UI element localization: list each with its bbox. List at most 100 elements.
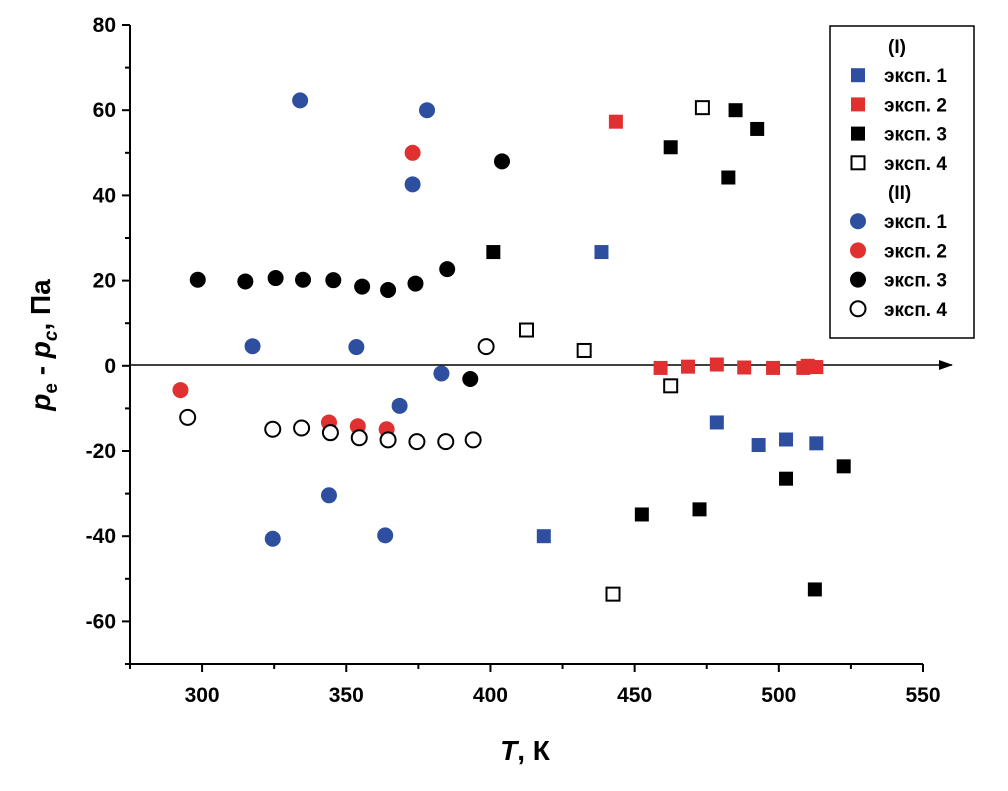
y-tick-label: -60 [86,610,116,633]
y-axis-title: pe - pc, Па [25,279,62,412]
y-tick-label: 60 [93,99,116,122]
y-tick-label: 0 [104,355,116,378]
series-I-1 [536,245,824,544]
legend-label: эксп. 1 [884,212,947,233]
legend-marker [850,213,866,230]
x-tick-label: 550 [905,684,940,707]
y-axis-title-dash: - [25,358,56,383]
data-point [653,360,668,375]
data-point [404,144,421,161]
legend-marker [850,155,866,171]
legend-label: эксп. 4 [884,300,947,321]
legend-label: эксп. 1 [884,66,947,87]
data-point [493,153,510,170]
data-point [407,275,424,292]
data-point [172,382,189,399]
data-point [464,431,482,449]
data-point [379,431,397,449]
data-point [293,419,311,437]
data-point [663,378,679,394]
data-point [728,103,743,118]
data-point [486,245,501,260]
data-point [680,359,695,374]
legend-label: эксп. 2 [884,95,947,116]
legend-marker [849,300,867,318]
data-point [437,433,455,451]
legend-label: эксп. 4 [884,154,947,175]
y-tick-label: -40 [86,525,116,548]
series-I-3 [486,103,851,597]
data-point [377,527,394,544]
data-point [709,415,724,430]
y-axis-title-sub-c: c [41,330,62,341]
x-axis-title-t: T [500,735,520,766]
x-ticks: 300 350 400 450 500 550 [129,664,941,707]
data-point [536,529,551,544]
data-point [244,338,261,355]
data-point [608,114,623,129]
data-point [433,365,450,382]
data-point [576,342,592,358]
data-point [348,339,365,356]
data-point [634,507,649,522]
data-point [709,357,724,372]
data-point [477,338,495,356]
data-point [391,397,408,414]
data-point [325,272,342,289]
data-point [594,245,609,260]
legend-label: эксп. 2 [884,241,947,262]
legend-marker [850,271,866,288]
legend-marker [851,97,865,112]
y-axis-title-sub-e: e [41,383,62,394]
data-point [737,360,752,375]
legend-label: эксп. 3 [884,125,947,146]
data-point [321,424,339,442]
y-tick-label: 40 [93,184,116,207]
data-point [663,140,678,155]
x-tick-label: 350 [329,684,364,707]
legend-marker [851,126,865,141]
y-axis-title-p2: p [25,341,56,359]
legend-marker [851,68,865,83]
data-point [836,459,851,474]
data-point [320,487,337,504]
series-I-2 [608,114,824,375]
x-tick-label: 450 [617,684,652,707]
y-ticks: -60 -40 -20 0 20 40 60 80 [86,14,130,665]
legend-label: эксп. 3 [884,271,947,292]
data-point [189,271,206,288]
series-II-4 [179,338,495,451]
data-point [439,261,456,278]
data-point [354,278,371,295]
series-II-3 [189,153,510,388]
y-axis-title-rest: , Па [25,279,56,331]
data-point [264,530,281,547]
data-point [237,273,254,290]
y-axis-title-p: p [25,394,56,412]
y-tick-label: -20 [86,440,116,463]
data-point [809,436,824,451]
data-point [750,121,765,136]
data-point [807,582,822,597]
series-group [172,92,851,602]
data-point [295,271,312,288]
data-point [692,502,707,517]
legend: (I) эксп. 1 эксп. 2 эксп. 3 эксп. 4 (II) эксп.… [829,25,975,339]
data-point [809,360,824,375]
data-point [694,100,710,116]
data-point [779,432,794,447]
legend-group-header: (I) [888,37,906,58]
x-axis-title: T, К [500,735,551,766]
data-point [264,420,282,438]
x-axis-title-rest: , К [517,735,551,766]
data-point [292,92,309,109]
data-point [462,371,479,388]
legend-marker [850,242,866,259]
data-point [179,408,197,426]
data-point [267,270,284,287]
legend-group-header: (II) [888,183,911,204]
data-point [419,102,436,119]
data-point [519,322,534,338]
data-point [380,281,397,298]
